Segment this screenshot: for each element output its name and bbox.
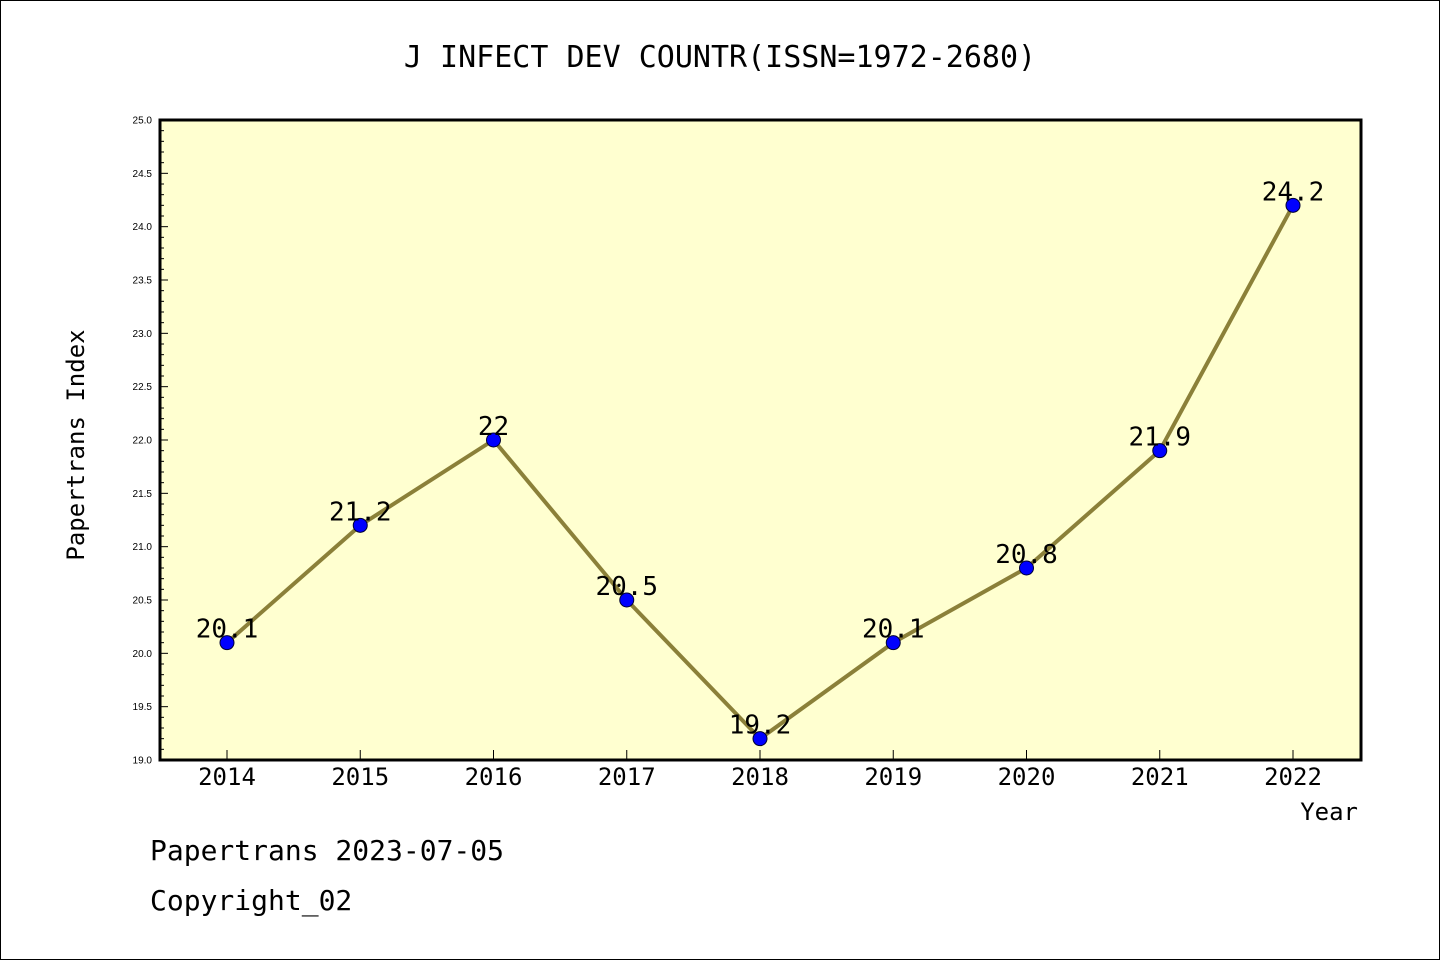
- data-label: 21.2: [329, 497, 392, 527]
- x-tick-label: 2014: [198, 763, 256, 791]
- x-tick-label: 2022: [1264, 763, 1322, 791]
- y-tick-label: 21.0: [133, 542, 153, 553]
- data-label: 20.5: [595, 572, 658, 602]
- data-labels: 20.1 21.2 22 20.5 19.2 20.1 20.8 21.9 24.2: [196, 177, 1325, 740]
- y-tick-label: 24.0: [133, 222, 153, 233]
- x-tick-label: 2018: [731, 763, 789, 791]
- data-point: [1285, 197, 1301, 213]
- data-points: [219, 197, 1301, 747]
- x-tick-label: 2016: [465, 763, 523, 791]
- data-label: 22: [478, 412, 509, 442]
- data-label: 20.1: [862, 615, 925, 645]
- data-point: [1152, 443, 1168, 459]
- x-axis: 2014 2015 2016 2017 2018 2019 2020 2021 2022: [198, 750, 1322, 791]
- footer-source: Papertrans 2023-07-05: [150, 834, 505, 867]
- y-axis-label: Papertrans Index: [62, 329, 90, 560]
- footer-copyright: Copyright_02: [150, 884, 353, 917]
- y-tick-label: 20.0: [133, 649, 153, 660]
- x-tick-label: 2019: [864, 763, 922, 791]
- y-tick-label: 23.5: [133, 276, 153, 287]
- x-tick-label: 2017: [598, 763, 656, 791]
- y-tick-label: 19.5: [133, 702, 153, 713]
- y-tick-label: 22.5: [133, 382, 153, 393]
- x-axis-label: Year: [1300, 798, 1358, 826]
- data-label: 20.8: [995, 540, 1058, 570]
- y-tick-label: 25.0: [133, 116, 153, 127]
- y-tick-label: 20.5: [133, 596, 153, 607]
- data-point: [352, 517, 368, 533]
- data-point: [1019, 560, 1034, 576]
- data-point: [486, 432, 501, 448]
- x-tick-label: 2021: [1131, 763, 1189, 791]
- data-point: [219, 635, 235, 651]
- data-point: [885, 635, 901, 651]
- y-tick-label: 22.0: [133, 436, 153, 447]
- y-tick-label: 19.0: [133, 756, 153, 767]
- plot-area: [160, 120, 1361, 760]
- y-tick-label: 24.5: [133, 169, 153, 180]
- data-label: 21.9: [1128, 423, 1191, 453]
- data-point: [752, 731, 768, 747]
- x-tick-label: 2015: [331, 763, 389, 791]
- data-point: [619, 592, 635, 608]
- data-label: 20.1: [196, 615, 259, 645]
- chart-title: J INFECT DEV COUNTR(ISSN=1972-2680): [404, 40, 1036, 75]
- plot-border: [158, 118, 1363, 762]
- x-tick-label: 2020: [998, 763, 1056, 791]
- y-tick-label: 23.0: [133, 329, 153, 340]
- data-label: 24.2: [1262, 177, 1325, 207]
- data-label: 19.2: [729, 711, 792, 741]
- y-tick-label: 21.5: [133, 489, 153, 500]
